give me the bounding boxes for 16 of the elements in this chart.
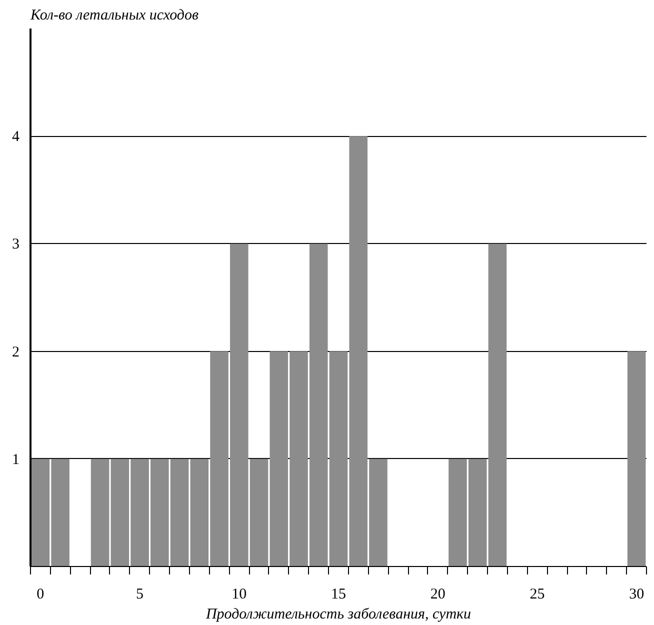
- bar: [627, 351, 646, 566]
- x-tick-label: 0: [36, 586, 44, 602]
- y-axis-title: Кол-во летальных исходов: [30, 8, 200, 24]
- x-tick-label: 20: [430, 586, 446, 602]
- x-axis-title: Продолжительность заболевания, сутки: [204, 606, 472, 622]
- y-tick-label: 3: [12, 236, 20, 253]
- y-tick-label: 2: [12, 344, 20, 360]
- bar: [90, 458, 110, 566]
- bar: [488, 244, 507, 566]
- y-tick-label: 1: [12, 452, 20, 468]
- x-tick-label: 30: [629, 586, 644, 602]
- x-tick-label: 10: [232, 586, 247, 602]
- x-tick-label: 5: [136, 586, 144, 602]
- x-tick-label: 15: [331, 586, 346, 602]
- y-tick-label: 4: [12, 129, 20, 146]
- x-tick-label: 25: [530, 586, 545, 602]
